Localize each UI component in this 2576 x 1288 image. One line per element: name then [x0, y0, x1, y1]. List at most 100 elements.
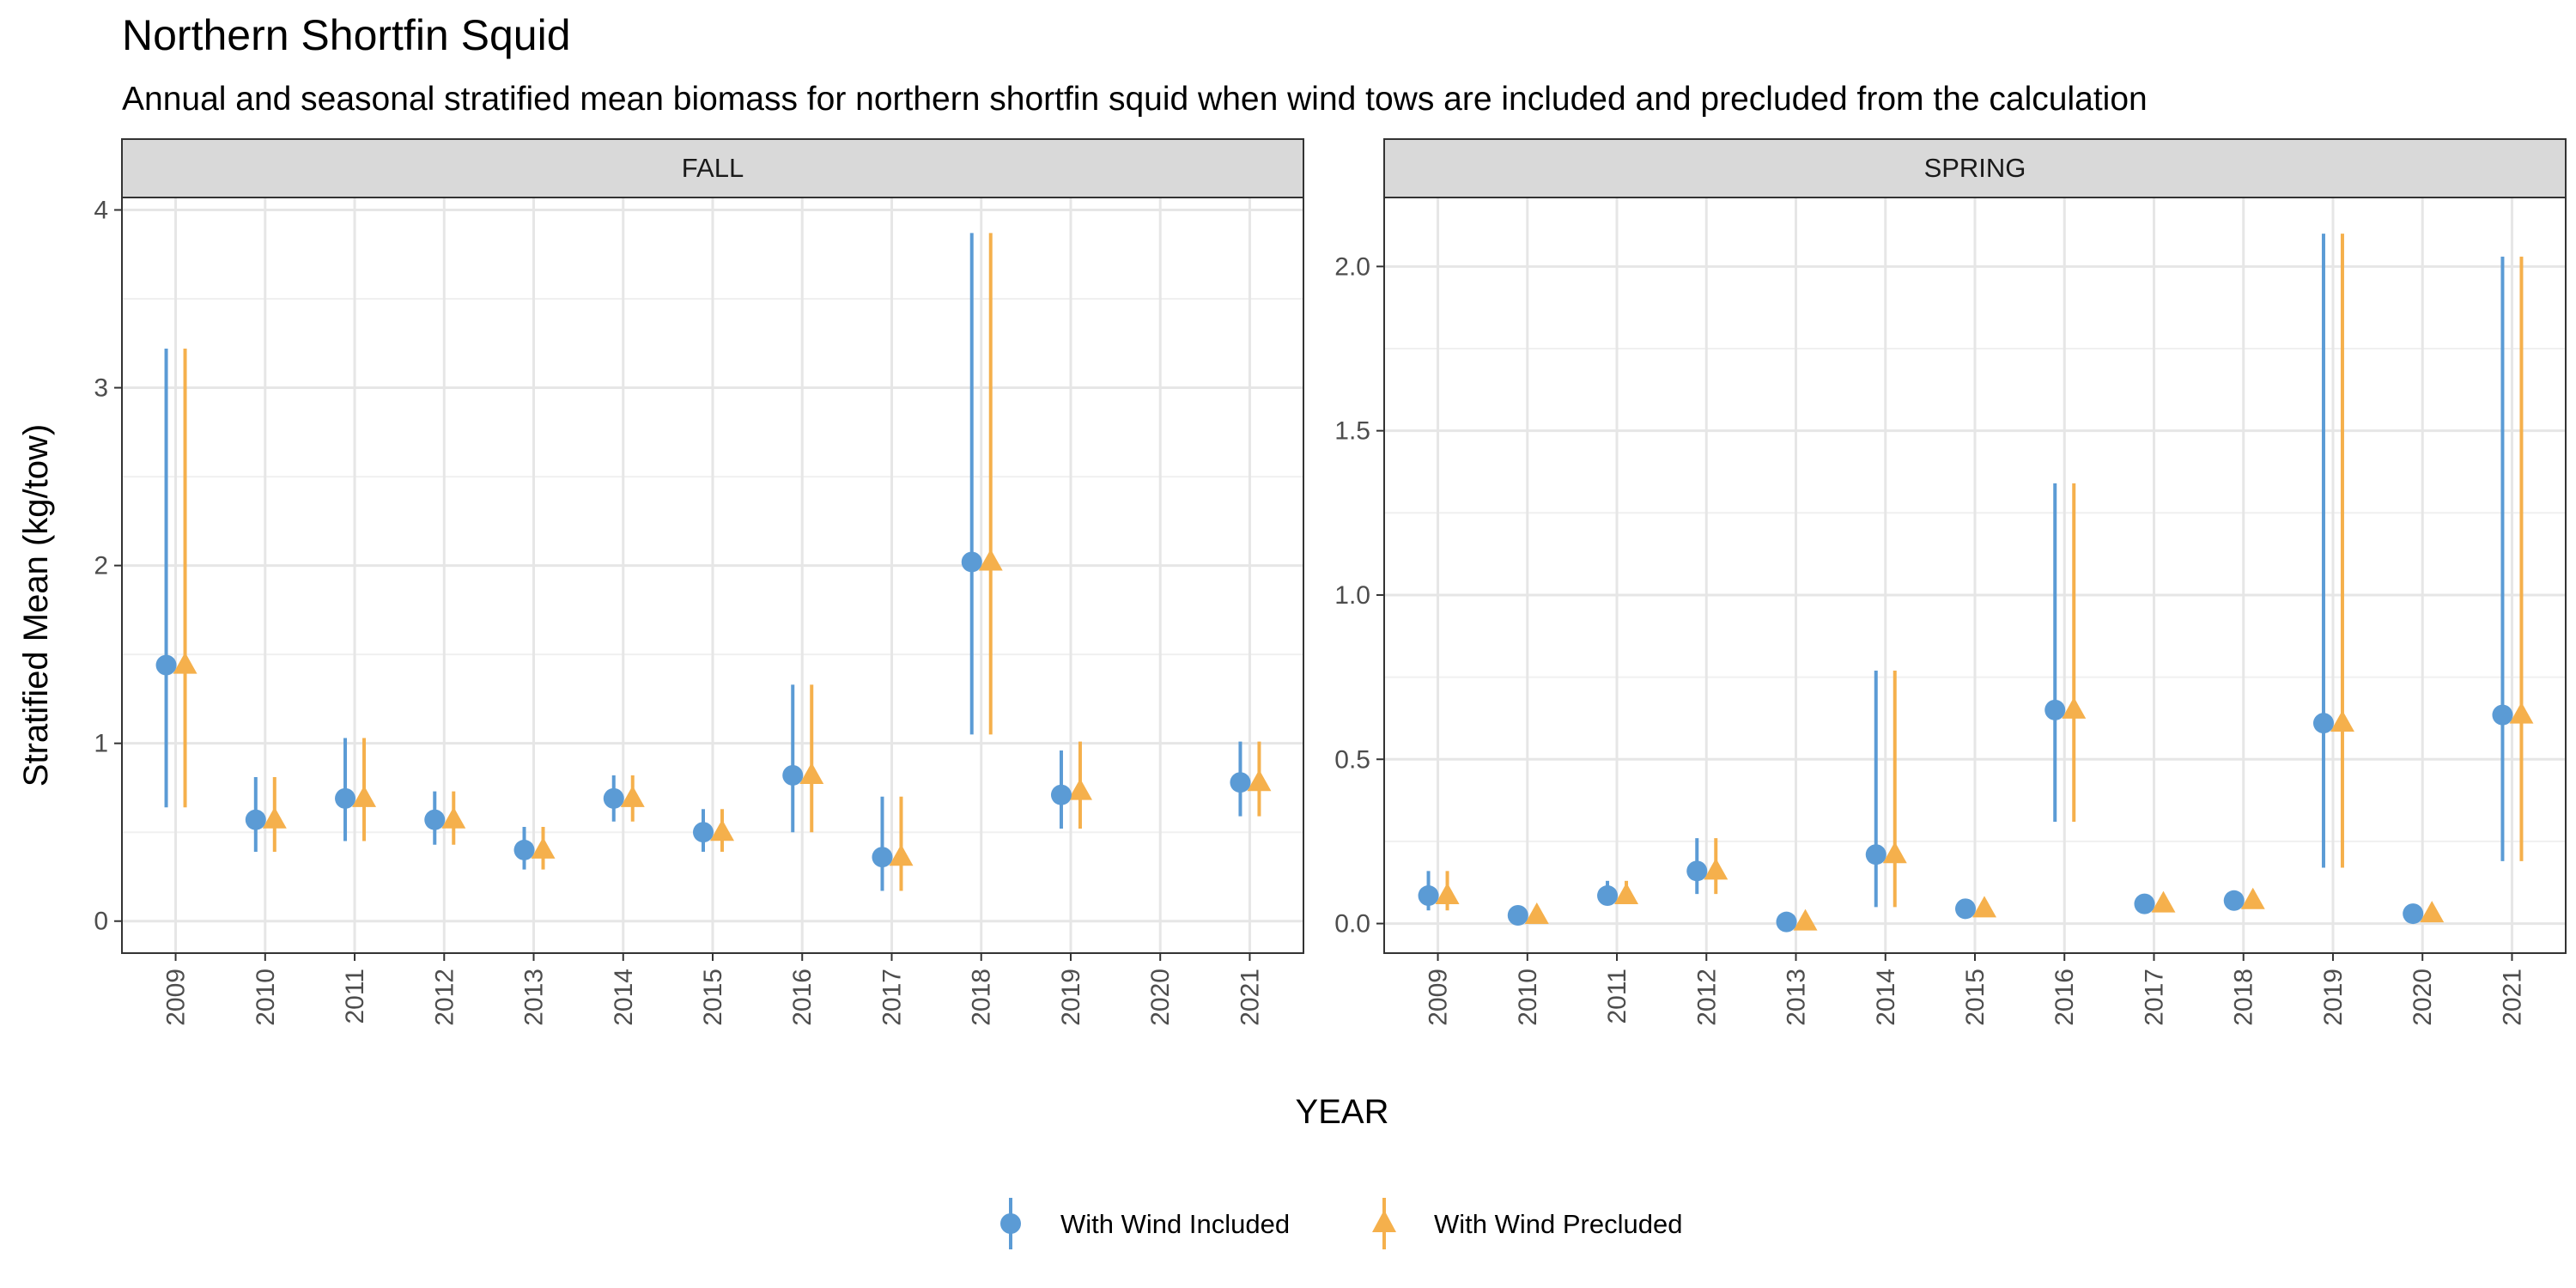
point-precluded — [1524, 902, 1549, 924]
point-precluded — [1882, 841, 1907, 864]
point-included — [1955, 898, 1976, 920]
point-included — [1050, 784, 1072, 805]
point-included — [1686, 860, 1708, 882]
x-tick-label: 2017 — [878, 969, 906, 1026]
point-included — [603, 787, 624, 809]
facet-strip-label: FALL — [682, 153, 744, 183]
point-included — [513, 839, 535, 860]
point-precluded — [1614, 883, 1639, 905]
point-included — [2223, 890, 2245, 911]
point-included — [1865, 844, 1886, 866]
point-precluded — [1704, 858, 1728, 880]
x-tick-label: 2018 — [968, 969, 996, 1026]
point-precluded — [2420, 901, 2445, 923]
legend-label-precluded: With Wind Precluded — [1434, 1209, 1682, 1239]
y-tick-label: 1.5 — [1334, 417, 1370, 446]
x-tick-label: 2020 — [1146, 969, 1175, 1026]
legend: With Wind Included With Wind Precluded — [1000, 1198, 1682, 1249]
x-tick-label: 2009 — [162, 969, 191, 1026]
facet-strip — [1383, 138, 2567, 198]
point-included — [693, 822, 714, 843]
x-tick-label: 2010 — [252, 969, 280, 1026]
x-tick-label: 2011 — [1603, 969, 1631, 1024]
point-included — [155, 654, 177, 676]
chart-title: Northern Shortfin Squid — [122, 11, 571, 59]
x-tick-label: 2021 — [2498, 969, 2526, 1026]
facet-panel-spring: SPRING 0.0 0.5 1.0 1.5 2.0 2009 2010 2011 2012 201… — [1334, 138, 2567, 1026]
y-axis-title: Stratified Mean (kg/tow) — [17, 424, 55, 787]
x-tick-label: 2019 — [1057, 969, 1085, 1026]
x-tick-label: 2013 — [520, 969, 549, 1026]
point-included — [2044, 699, 2066, 720]
x-tick-label: 2012 — [1692, 969, 1721, 1026]
x-tick-label: 2014 — [1872, 969, 1900, 1026]
point-included — [1597, 885, 1619, 907]
y-tick-label: 0.0 — [1334, 910, 1370, 939]
x-tick-label: 2019 — [2319, 969, 2348, 1026]
y-tick-label: 0 — [94, 908, 108, 936]
point-precluded — [2330, 710, 2354, 732]
point-precluded — [889, 844, 914, 866]
y-tick-label: 4 — [94, 196, 108, 224]
point-precluded — [441, 806, 466, 829]
point-included — [1507, 905, 1528, 926]
y-tick-label: 2 — [94, 552, 108, 580]
point-precluded — [2151, 890, 2176, 913]
point-precluded — [1247, 769, 1272, 792]
point-precluded — [799, 762, 824, 784]
facet-panel-fall: FALL 0 1 2 3 4 2009 2010 2011 2012 2013 2014 2015 201… — [94, 138, 1304, 1026]
facet-panels: FALL 0 1 2 3 4 2009 2010 2011 2012 2013 2014 2015 201… — [94, 138, 2567, 1026]
x-tick-label: 2020 — [2409, 969, 2437, 1026]
point-included — [961, 551, 982, 573]
x-tick-label: 2016 — [2050, 969, 2079, 1026]
y-tick-label: 3 — [94, 374, 108, 403]
point-precluded — [1435, 883, 1460, 905]
point-precluded — [352, 785, 377, 807]
x-tick-label: 2011 — [341, 969, 369, 1024]
point-precluded — [978, 549, 1003, 571]
point-included — [1776, 911, 1797, 933]
x-tick-label: 2010 — [1514, 969, 1542, 1026]
y-tick-label: 2.0 — [1334, 252, 1370, 281]
point-included — [2403, 903, 2424, 925]
point-included — [335, 787, 356, 809]
point-included — [1230, 772, 1251, 793]
x-tick-label: 2015 — [1961, 969, 1990, 1026]
point-included — [2134, 893, 2155, 914]
point-included — [872, 847, 893, 868]
point-precluded — [2240, 887, 2265, 909]
point-precluded — [710, 819, 734, 841]
point-precluded — [620, 785, 645, 807]
point-included — [782, 764, 804, 786]
point-included — [245, 809, 266, 830]
point-precluded — [2062, 696, 2087, 719]
x-tick-label: 2021 — [1236, 969, 1264, 1026]
x-tick-label: 2017 — [2140, 969, 2168, 1026]
y-tick-label: 0.5 — [1334, 745, 1370, 774]
point-precluded — [262, 806, 287, 829]
point-precluded — [1972, 896, 1996, 918]
point-precluded — [531, 836, 556, 859]
point-precluded — [1067, 778, 1092, 800]
x-tick-label: 2013 — [1783, 969, 1811, 1026]
legend-key-precluded — [1372, 1210, 1396, 1232]
x-tick-label: 2014 — [610, 969, 638, 1026]
x-tick-label: 2015 — [699, 969, 727, 1026]
panel-border — [121, 197, 1304, 954]
x-tick-label: 2009 — [1425, 969, 1453, 1026]
point-included — [2312, 713, 2334, 734]
point-included — [1418, 885, 1439, 907]
y-tick-label: 1 — [94, 730, 108, 758]
panel-border — [1383, 197, 2567, 954]
facet-strip-label: SPRING — [1924, 153, 2026, 183]
x-tick-label: 2012 — [430, 969, 459, 1026]
point-included — [2492, 704, 2513, 726]
point-precluded — [2509, 702, 2534, 724]
point-precluded — [1793, 908, 1818, 931]
y-tick-label: 1.0 — [1334, 581, 1370, 610]
facet-strip — [121, 138, 1304, 198]
x-tick-label: 2016 — [788, 969, 817, 1026]
point-precluded — [173, 652, 197, 674]
legend-key-included — [1000, 1213, 1021, 1234]
